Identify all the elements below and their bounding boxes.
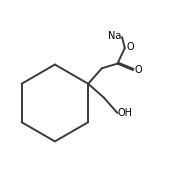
Text: O: O — [126, 42, 134, 52]
Text: O: O — [134, 65, 142, 75]
Text: OH: OH — [118, 108, 133, 118]
Text: Na: Na — [108, 31, 121, 41]
